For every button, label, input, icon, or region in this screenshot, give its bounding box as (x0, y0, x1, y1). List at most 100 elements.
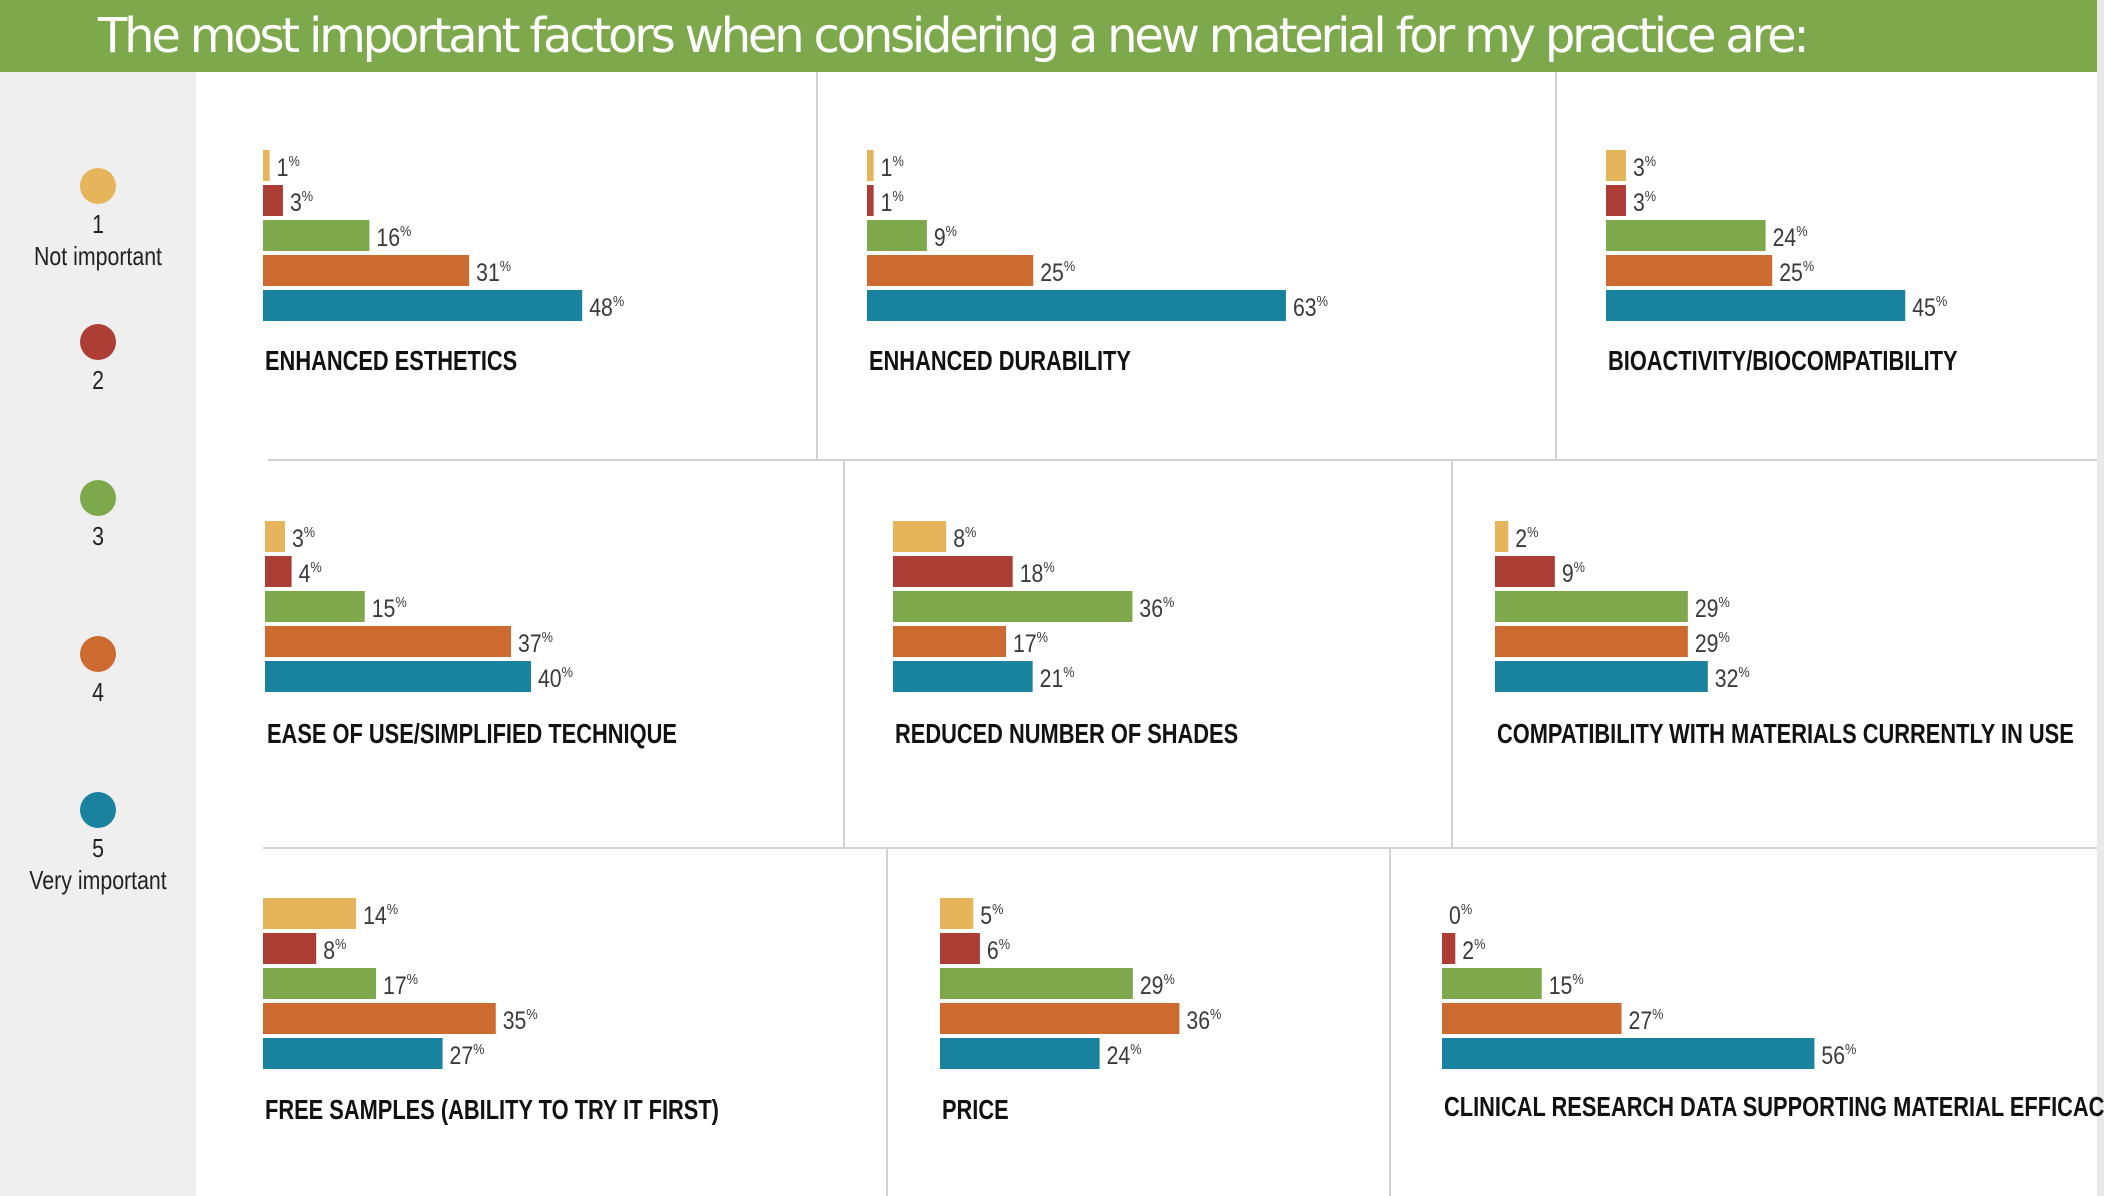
bar-value-label: 8% (953, 523, 976, 552)
chart-panel: 14% 8% 17% 35% 27% FREE SAMPLES (ABILITY TO T… (263, 898, 719, 1126)
bar-value-label: 25% (1040, 257, 1075, 286)
header-bar: The most important factors when consider… (0, 0, 2104, 72)
bar (1442, 1038, 1815, 1069)
bar (893, 521, 947, 552)
bar-value-label: 15% (372, 593, 407, 622)
bar-value-label: 8% (323, 935, 346, 964)
bar-value-label: 5% (980, 900, 1003, 929)
chart-panel: 3% 3% 24% 25% 45% BIOACTIVITY/BIOCOMPATIBILIT… (1606, 150, 1958, 377)
bar-value-label: 25% (1779, 257, 1814, 286)
panel-title: REDUCED NUMBER OF SHADES (895, 718, 1238, 749)
legend-item: 1 Not important (0, 168, 196, 272)
bar (263, 898, 357, 929)
bar-value-label: 35% (503, 1005, 538, 1034)
bar (263, 150, 270, 181)
bar-value-label: 27% (450, 1040, 485, 1069)
legend-description: Very important (29, 865, 167, 895)
bar (893, 626, 1007, 657)
divider (1451, 460, 1453, 848)
bar (940, 968, 1133, 999)
divider (843, 460, 845, 848)
chart-panel: 1% 3% 16% 31% 48% ENHANCED ESTHETICS (263, 150, 624, 377)
bar (940, 1003, 1180, 1034)
bar-value-label: 1% (881, 187, 904, 216)
bar (265, 626, 512, 657)
bar-value-label: 1% (881, 152, 904, 181)
legend-value: 4 (92, 677, 104, 707)
legend-value: 2 (92, 365, 104, 395)
divider (816, 72, 818, 460)
bar (1606, 290, 1906, 321)
legend-item: 2 (0, 324, 196, 396)
bar-value-label: 3% (1633, 187, 1656, 216)
panel-title: ENHANCED ESTHETICS (265, 345, 517, 376)
bar (265, 521, 285, 552)
bar-value-label: 2% (1462, 935, 1485, 964)
divider (263, 847, 2097, 849)
legend-item: 3 (0, 480, 196, 552)
bar-value-label: 40% (538, 663, 573, 692)
bar-value-label: 37% (518, 628, 553, 657)
bar-value-label: 14% (363, 900, 398, 929)
bar (1495, 591, 1688, 622)
bar (265, 591, 365, 622)
bar (940, 1038, 1100, 1069)
bar-value-label: 4% (299, 558, 322, 587)
bar (1606, 255, 1773, 286)
bar-value-label: 24% (1107, 1040, 1142, 1069)
bar (1606, 220, 1766, 251)
bar (893, 661, 1033, 692)
bar (265, 556, 292, 587)
bar (1495, 521, 1509, 552)
bar (263, 290, 583, 321)
panel-title: CLINICAL RESEARCH DATA SUPPORTING MATERI… (1444, 1091, 2104, 1122)
bar (867, 290, 1286, 321)
legend-item: 4 (0, 636, 196, 708)
bar-value-label: 17% (1013, 628, 1048, 657)
bar-value-label: 6% (987, 935, 1010, 964)
divider (1555, 72, 1557, 460)
bar (263, 1038, 443, 1069)
chart-panel: 1% 1% 9% 25% 63% ENHANCED DURABILITY (867, 150, 1328, 377)
bar-value-label: 29% (1695, 628, 1730, 657)
bar-value-label: 48% (589, 292, 624, 321)
bar-value-label: 36% (1186, 1005, 1221, 1034)
bar-value-label: 24% (1773, 222, 1808, 251)
bar (1442, 933, 1456, 964)
bar-value-label: 3% (1633, 152, 1656, 181)
bar-value-label: 3% (292, 523, 315, 552)
bar (1606, 150, 1626, 181)
bar-value-label: 32% (1715, 663, 1750, 692)
bar (1442, 1003, 1622, 1034)
chart-panel: 2% 9% 29% 29% 32% COMPATIBILITY WITH MATERIAL… (1495, 521, 2074, 750)
bar-value-label: 27% (1629, 1005, 1664, 1034)
bar-value-label: 36% (1139, 593, 1174, 622)
legend-swatch (80, 636, 116, 672)
divider (886, 848, 888, 1196)
legend-swatch (80, 480, 116, 516)
panel-title: FREE SAMPLES (ABILITY TO TRY IT FIRST) (265, 1094, 719, 1125)
bar (867, 255, 1034, 286)
bar (867, 150, 874, 181)
chart-panel: 0% 2% 15% 27% 56% CLINICAL RESEARCH DATA SUPP… (1442, 900, 2104, 1123)
panel-title: PRICE (942, 1094, 1009, 1125)
bar-value-label: 1% (277, 152, 300, 181)
bar (1606, 185, 1626, 216)
bar (1495, 556, 1555, 587)
bar (263, 185, 283, 216)
right-edge-strip (2097, 0, 2104, 1196)
bar-value-label: 56% (1821, 1040, 1856, 1069)
bar (263, 220, 370, 251)
bar-value-label: 0% (1449, 900, 1472, 929)
bar (263, 255, 470, 286)
panel-title: COMPATIBILITY WITH MATERIALS CURRENTLY I… (1497, 718, 2074, 749)
chart-panel: 8% 18% 36% 17% 21% REDUCED NUMBER OF SHADES (893, 521, 1238, 750)
legend-description: Not important (34, 241, 162, 271)
bar (893, 556, 1013, 587)
legend-value: 5 (92, 833, 104, 863)
bar-value-label: 2% (1515, 523, 1538, 552)
legend-value: 3 (92, 521, 104, 551)
bar (1495, 626, 1688, 657)
legend-swatch (80, 792, 116, 828)
